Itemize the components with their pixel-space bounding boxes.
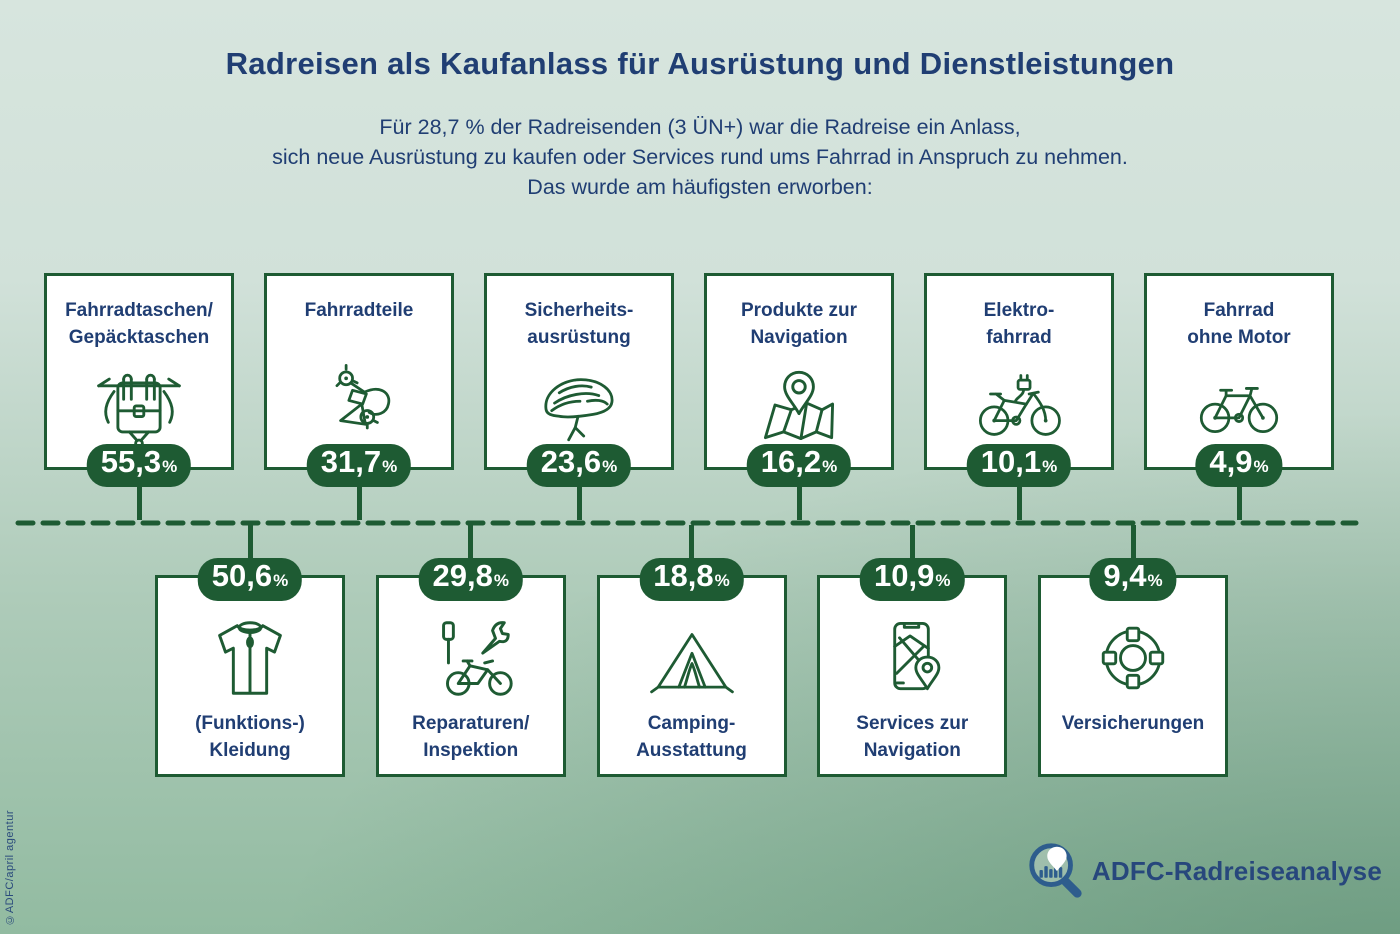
card-label: Elektro- fahrrad — [983, 300, 1055, 348]
card-sicherheitsausruestung: Sicherheits- ausrüstung 23,6% — [484, 273, 674, 520]
connector-stem — [909, 525, 915, 578]
repair-tools-icon — [441, 621, 513, 696]
connector-stem — [247, 525, 253, 578]
percentage-badge: 4,9% — [1195, 444, 1283, 487]
card-fahrradtaschen: Fahrradtaschen/ Gepäcktaschen 55,3% — [44, 273, 234, 520]
page-title: Radreisen als Kaufanlass für Ausrüstung … — [225, 46, 1175, 81]
connector-stem — [796, 467, 802, 520]
helmet-icon — [544, 377, 614, 441]
card-fahrradteile: Fahrradteile 31,7% — [264, 273, 454, 520]
card-label: Versicherungen — [1061, 713, 1205, 734]
card-reparaturen: 29,8% Reparaturen/ Inspektion — [375, 525, 566, 777]
card-fahrrad-ohne-motor: Fahrrad ohne Motor 4,9% — [1144, 273, 1334, 520]
percentage-value: 18,8 — [653, 558, 714, 593]
card-label: Fahrrad ohne Motor — [1187, 300, 1291, 348]
percentage-value: 16,2 — [760, 444, 822, 479]
percent-sign: % — [1147, 571, 1163, 590]
card-versicherungen: 9,4% Versicherungen — [1038, 525, 1228, 777]
bicycle-icon — [1199, 386, 1279, 433]
percentage-badge: 9,4% — [1089, 558, 1177, 601]
connector-stem — [136, 467, 142, 520]
percent-sign: % — [493, 571, 509, 590]
logo-text: ADFC-Radreiseanalyse — [1091, 855, 1382, 886]
card-label: Reparaturen/ Inspektion — [412, 713, 530, 761]
percent-sign: % — [935, 571, 951, 590]
card-label: Sicherheits- ausrüstung — [524, 300, 634, 348]
connector-stem — [468, 525, 474, 578]
connector-stem — [1016, 467, 1022, 520]
magnifier-chart-pin-icon — [1029, 843, 1082, 898]
percentage-badge: 18,8% — [639, 558, 744, 601]
connector-stem — [576, 467, 582, 520]
percent-sign: % — [273, 571, 289, 590]
percentage-badge: 31,7% — [306, 444, 412, 487]
jersey-icon — [218, 621, 282, 695]
card-camping: 18,8% Camping- Ausstattung — [596, 525, 787, 777]
e-bike-icon — [978, 373, 1061, 436]
adfc-radreiseanalyse-logo: ADFC-Radreiseanalyse — [1024, 840, 1382, 902]
pannier-bag-icon — [97, 373, 181, 448]
connector-stem — [689, 525, 694, 578]
percentage-badge: 16,2% — [746, 444, 852, 487]
percent-sign: % — [1042, 457, 1058, 476]
percentage-value: 31,7 — [320, 444, 382, 479]
percentage-badge: 29,8% — [418, 558, 523, 601]
percentage-value: 10,1 — [980, 444, 1042, 479]
percentage-badge: 55,3% — [86, 444, 192, 487]
percent-sign: % — [1253, 457, 1269, 476]
connector-stem — [1236, 467, 1242, 520]
percentage-badge: 50,6% — [197, 558, 303, 601]
card-label: (Funktions-) Kleidung — [195, 713, 305, 761]
connector-stem — [356, 467, 362, 520]
copyright-credit: ©ADFC/april agentur — [4, 810, 16, 926]
percentage-value: 10,9 — [874, 558, 935, 593]
card-services-navigation: 10,9% Services zur Navigation — [817, 525, 1008, 777]
lifebuoy-icon — [1101, 626, 1165, 690]
dashed-timeline — [15, 520, 1359, 526]
subtitle: Für 28,7 % der Radreisenden (3 ÜN+) war … — [0, 112, 1400, 202]
subtitle-line-2: sich neue Ausrüstung zu kaufen oder Serv… — [272, 145, 1128, 169]
percent-sign: % — [602, 457, 618, 476]
percentage-badge: 10,1% — [966, 444, 1072, 487]
percentage-value: 4,9 — [1209, 444, 1253, 479]
bottom-card-row: 50,6% (Funktions-) Kleidung 29,8% — [155, 525, 1228, 777]
percentage-badge: 10,9% — [860, 558, 965, 601]
percent-sign: % — [714, 571, 730, 590]
derailleur-icon — [335, 363, 391, 429]
tent-icon — [649, 633, 734, 694]
card-label: Fahrradteile — [304, 300, 414, 321]
percentage-value: 9,4 — [1103, 558, 1147, 593]
top-card-row: Fahrradtaschen/ Gepäcktaschen 55,3% — [44, 273, 1334, 520]
map-pin-icon — [763, 370, 835, 440]
percent-sign: % — [382, 457, 398, 476]
percentage-badge: 23,6% — [526, 444, 632, 487]
card-label: Fahrradtaschen/ Gepäcktaschen — [65, 300, 213, 348]
subtitle-line-3: Das wurde am häufigsten erworben: — [527, 175, 873, 199]
card-elektrofahrrad: Elektro- fahrrad 10,1% — [924, 273, 1114, 520]
card-label: Services zur Navigation — [856, 713, 969, 761]
phone-navigation-icon — [893, 622, 941, 691]
percent-sign: % — [162, 457, 178, 476]
card-label: Produkte zur Navigation — [740, 300, 858, 348]
percentage-value: 50,6 — [211, 558, 273, 593]
card-produkte-navigation: Produkte zur Navigation 16,2% — [704, 273, 894, 520]
card-funktionskleidung: 50,6% (Funktions-) Kleidung — [155, 525, 345, 777]
percent-sign: % — [822, 457, 838, 476]
subtitle-line-1: Für 28,7 % der Radreisenden (3 ÜN+) war … — [379, 115, 1021, 139]
card-label: Camping- Ausstattung — [636, 713, 747, 761]
percentage-value: 55,3 — [100, 444, 162, 479]
percentage-value: 29,8 — [432, 558, 493, 593]
percentage-value: 23,6 — [540, 444, 602, 479]
connector-stem — [1130, 525, 1136, 578]
